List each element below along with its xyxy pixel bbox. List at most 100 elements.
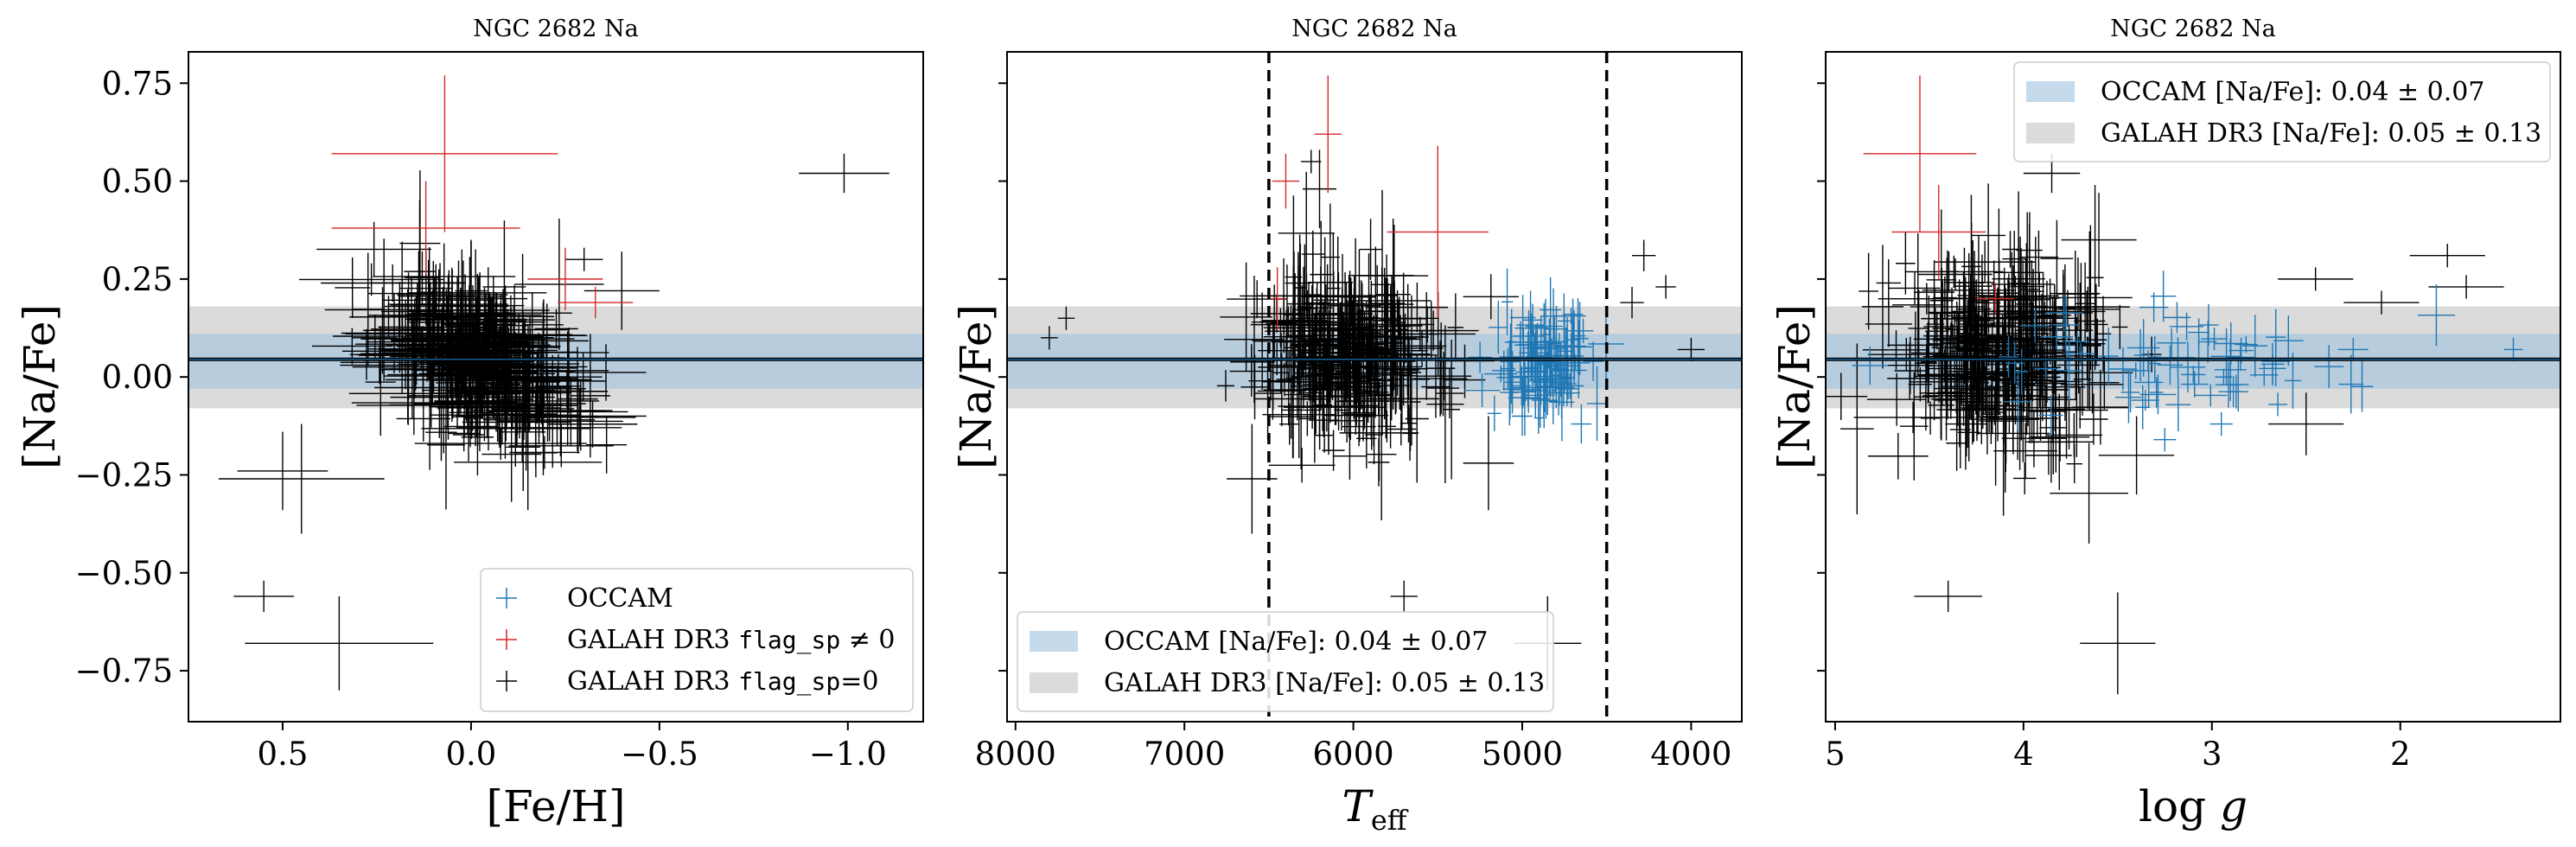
x-tick-label: 0.0 bbox=[446, 736, 497, 773]
occam-point bbox=[1555, 333, 1587, 408]
panel-title: NGC 2682 Na bbox=[473, 16, 638, 42]
occam-point bbox=[1572, 318, 1594, 343]
occam-point bbox=[1524, 346, 1541, 391]
legend: OCCAM [Na/Fe]: 0.04 ± 0.07 GALAH DR3 [Na/… bbox=[1017, 611, 1554, 712]
occam-point bbox=[1514, 313, 1548, 343]
galah-point bbox=[405, 296, 527, 341]
panel-2: 8000 7000 6000 5000 4000 NGC 2682 Na [Na/Fe] Te… bbox=[951, 16, 1743, 837]
galah-point bbox=[376, 316, 454, 350]
occam-point bbox=[2417, 284, 2455, 347]
galah-point bbox=[1889, 271, 1941, 305]
galah-point bbox=[1463, 274, 1520, 320]
galah-point bbox=[482, 403, 596, 437]
occam-point bbox=[2227, 343, 2254, 372]
galah-point bbox=[1896, 232, 1916, 295]
occam-point bbox=[2273, 315, 2304, 366]
galah-point bbox=[351, 380, 465, 425]
legend-entry: GALAH DR3 [Na/Fe]: 0.05 ± 0.13 bbox=[2026, 118, 2541, 149]
galah-flag-point bbox=[527, 247, 603, 311]
galah-point bbox=[1876, 258, 1901, 307]
axes-frame bbox=[1006, 51, 1743, 723]
galah-flag-point bbox=[1863, 75, 1977, 232]
galah-point bbox=[2079, 393, 2108, 445]
galah-point bbox=[480, 322, 571, 431]
occam-point bbox=[1504, 360, 1516, 419]
galah-flag-point bbox=[1891, 185, 1986, 279]
galah-point bbox=[1355, 294, 1385, 366]
occam-point bbox=[2041, 323, 2073, 350]
galah-point bbox=[1426, 360, 1460, 417]
galah-point bbox=[564, 247, 603, 271]
occam-point bbox=[2181, 371, 2209, 398]
galah-point bbox=[1230, 344, 1273, 380]
occam-point bbox=[2228, 357, 2249, 412]
occam-point bbox=[2188, 318, 2209, 347]
galah-point bbox=[2018, 334, 2078, 371]
galah-point bbox=[1335, 383, 1374, 420]
galah-point bbox=[1408, 310, 1459, 351]
occam-point bbox=[2210, 328, 2242, 385]
y-tick-label: −0.75 bbox=[75, 653, 173, 690]
galah-point bbox=[352, 314, 398, 361]
galah-point bbox=[1941, 294, 2028, 382]
occam-point bbox=[2052, 297, 2080, 353]
galah-point bbox=[557, 347, 598, 451]
legend-entry: OCCAM [Na/Fe]: 0.04 ± 0.07 bbox=[1030, 627, 1488, 657]
galah-point bbox=[1365, 290, 1430, 325]
galah-point bbox=[1386, 412, 1417, 446]
occam-point bbox=[2201, 328, 2228, 350]
galah-point bbox=[1322, 430, 1345, 471]
galah-point bbox=[487, 391, 561, 440]
galah-point bbox=[2099, 416, 2175, 495]
occam-point bbox=[2284, 353, 2301, 409]
galah-point bbox=[1975, 379, 1999, 455]
galah-point bbox=[1057, 306, 1075, 330]
legend-label: GALAH DR3 [Na/Fe]: 0.05 ± 0.13 bbox=[1104, 668, 1545, 698]
galah-point bbox=[2010, 236, 2031, 330]
galah-point bbox=[1289, 325, 1368, 455]
galah-point bbox=[497, 332, 534, 467]
galah-point bbox=[1268, 448, 1336, 483]
galah-point bbox=[1894, 342, 1925, 399]
x-tick-label: 0.5 bbox=[258, 736, 309, 773]
galah-point bbox=[1266, 284, 1284, 363]
galah-point bbox=[1285, 195, 1303, 359]
galah-point bbox=[1041, 326, 1058, 350]
galah-point bbox=[1427, 322, 1456, 415]
galah-point bbox=[2061, 193, 2137, 287]
galah-flag-point bbox=[1268, 267, 1286, 330]
galah-point bbox=[1866, 373, 1927, 426]
galah-point bbox=[2014, 314, 2094, 347]
occam-point bbox=[1489, 301, 1508, 354]
occam-point bbox=[1533, 402, 1543, 434]
galah-point bbox=[1447, 293, 1464, 362]
galah-point bbox=[383, 315, 484, 390]
galah-point bbox=[1298, 401, 1317, 436]
galah-point bbox=[1336, 351, 1362, 425]
legend-entry: OCCAM [Na/Fe]: 0.04 ± 0.07 bbox=[2026, 77, 2484, 107]
x-axis-label: Teff bbox=[1342, 781, 1408, 837]
occam-point bbox=[2121, 362, 2150, 379]
galah-flag-point bbox=[1314, 75, 1342, 194]
galah-point bbox=[1321, 331, 1336, 408]
galah-point bbox=[2032, 263, 2130, 351]
x-axis-label: log g bbox=[2139, 781, 2248, 831]
galah-point bbox=[2050, 443, 2128, 544]
galah-point bbox=[534, 309, 578, 349]
occam-point bbox=[1522, 303, 1543, 337]
galah-point bbox=[2030, 412, 2090, 462]
galah-point bbox=[1390, 580, 1418, 613]
y-tick-label: −0.25 bbox=[75, 456, 173, 494]
galah-point bbox=[1304, 322, 1320, 430]
legend-swatch bbox=[2026, 81, 2075, 102]
occam-point bbox=[2148, 345, 2161, 382]
galah-point bbox=[1948, 311, 1968, 347]
occam-point bbox=[2003, 373, 2033, 431]
galah-point bbox=[2015, 283, 2033, 324]
galah-point bbox=[1853, 401, 1973, 434]
galah-point bbox=[1929, 258, 1965, 369]
occam-point bbox=[2139, 374, 2177, 415]
galah-point bbox=[477, 353, 577, 403]
legend-entry: GALAH DR3 flag_sp=0 bbox=[496, 666, 878, 697]
galah-point bbox=[464, 378, 498, 411]
